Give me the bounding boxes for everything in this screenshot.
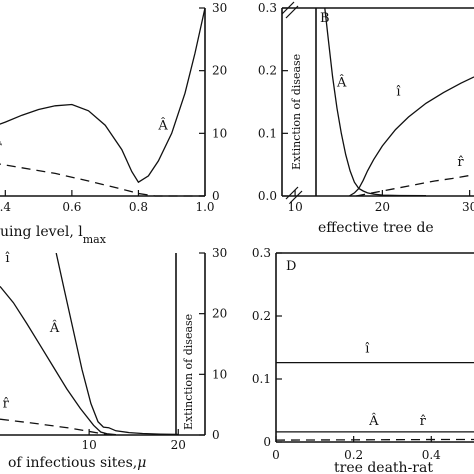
y-tick-label: 0.3 — [252, 246, 271, 260]
y-tick-label: 0.1 — [252, 372, 271, 386]
y-tick-label: 30 — [212, 1, 227, 15]
x-axis-label-top-left: uing level, lmax — [0, 224, 107, 246]
series-line-3 — [0, 418, 112, 436]
y-tick-label: 0 — [212, 428, 220, 442]
extinction-annotation-bottom-left: Extinction of disease — [182, 314, 195, 430]
y-tick-label: 0.2 — [252, 309, 271, 323]
x-tick-label: 0.2 — [344, 448, 363, 462]
y-tick-label: 0.0 — [258, 189, 277, 203]
extinction-annotation-top-right: Extinction of disease — [290, 54, 303, 170]
x-axis-label-bottom-left: of infectious sites,μ — [8, 455, 146, 471]
axis-break-mark — [285, 186, 299, 200]
series-line-2 — [55, 253, 179, 436]
series-label: î — [5, 251, 10, 266]
series-label: r̂ — [420, 414, 427, 429]
x-axis-label-top-right: effective tree de — [318, 220, 434, 236]
panel-label-B: B — [320, 11, 330, 26]
y-tick-label: 0.3 — [258, 1, 277, 15]
x-tick-label: .4 — [0, 200, 11, 214]
x-tick-label: 0 — [272, 448, 280, 462]
series-label: Â — [368, 413, 379, 429]
x-tick-label: 0.6 — [62, 200, 81, 214]
y-tick-label: 30 — [212, 246, 227, 260]
series-label: r̂ — [0, 139, 2, 154]
y-tick-label: 20 — [212, 64, 227, 78]
series-line-3 — [276, 438, 474, 441]
y-tick-label: 0 — [263, 435, 271, 449]
series-label: r̂ — [457, 155, 464, 170]
series-label: î — [365, 342, 370, 357]
x-tick-label: 1.0 — [195, 200, 214, 214]
panel-bottom-left: 10 20 0 10 20 30 î Âr̂ Extinction of disease o… — [0, 246, 227, 471]
x-tick-label: 20 — [375, 200, 390, 214]
y-tick-label: 0.2 — [258, 64, 277, 78]
series-line-3 — [356, 174, 474, 197]
series-label: r̂ — [3, 397, 10, 412]
y-tick-label: 10 — [212, 126, 227, 140]
axis-break-mark — [285, 5, 299, 19]
series-label: Â — [157, 118, 168, 134]
series-label: î — [396, 85, 401, 100]
panel-label-D: D — [286, 259, 296, 274]
series-label: Â — [336, 74, 347, 90]
x-tick-label: 30 — [462, 200, 474, 214]
y-tick-label: 20 — [212, 307, 227, 321]
series-line-1 — [0, 8, 205, 184]
panel-bottom-right: 0 0.2 0.4 0 0.1 0.2 0.3 î Â r̂ D tree death-rat — [252, 246, 474, 474]
x-tick-label: 0.8 — [129, 200, 148, 214]
series-line-2 — [348, 76, 474, 197]
series-line-1 — [324, 8, 427, 197]
series-line-1 — [0, 285, 116, 436]
axis-break-mark — [289, 190, 303, 204]
series-line-2 — [0, 163, 205, 197]
x-tick-label: 10 — [81, 438, 96, 452]
x-tick-label: 10 — [287, 200, 302, 214]
panel-top-right: 10 20 30 0.0 0.1 0.2 0.3 Âî r̂ B Extinction of … — [258, 1, 474, 236]
series-label: Â — [49, 320, 60, 336]
y-tick-label: 0 — [212, 189, 220, 203]
panel-top-left: .4 0.6 0.8 1.00 10 20 30 Âr̂ uing level, lmax — [0, 1, 227, 246]
x-tick-label: 0.4 — [422, 448, 441, 462]
y-tick-label: 0.1 — [258, 126, 277, 140]
x-tick-label: 20 — [171, 438, 186, 452]
x-axis-label-bottom-right: tree death-rat — [334, 460, 433, 474]
y-tick-label: 10 — [212, 367, 227, 381]
